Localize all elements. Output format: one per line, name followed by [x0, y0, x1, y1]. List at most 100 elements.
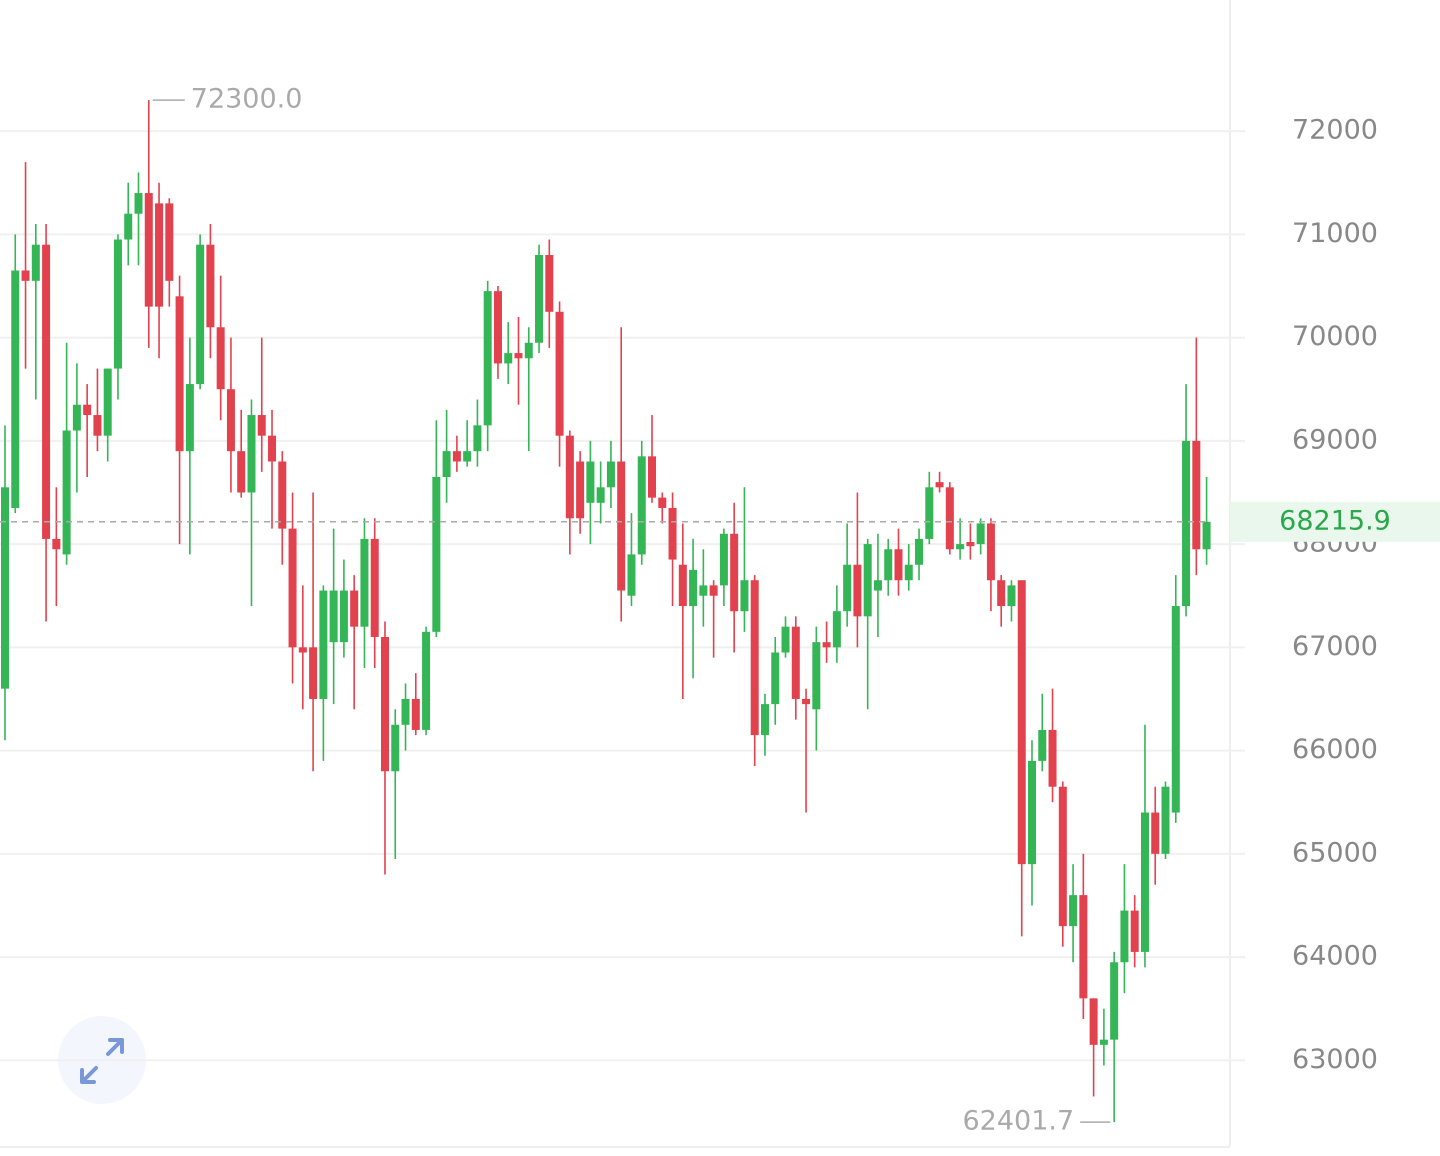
last-price-label: 68215.9 — [1279, 505, 1391, 536]
candle-body — [288, 528, 297, 648]
candle-body — [422, 631, 431, 730]
y-tick-label: 65000 — [1292, 837, 1378, 868]
candle-body — [873, 580, 882, 591]
candle-body — [442, 451, 451, 477]
y-tick-label: 66000 — [1292, 734, 1378, 765]
y-tick-label: 71000 — [1292, 218, 1378, 249]
candle-body — [411, 698, 420, 730]
candle-body — [350, 590, 359, 627]
candle-body — [72, 404, 81, 431]
candle-body — [997, 580, 1006, 607]
candle-body — [1130, 910, 1139, 952]
candle-body — [473, 425, 482, 452]
candle-body — [11, 270, 20, 508]
candle-body — [596, 487, 605, 503]
candle-body — [1151, 812, 1160, 854]
candle-body — [863, 544, 872, 617]
candle-body — [904, 564, 913, 581]
candle-body — [1120, 910, 1129, 963]
y-tick-label: 70000 — [1292, 321, 1378, 352]
candle-body — [155, 203, 164, 307]
candle-body — [1089, 998, 1098, 1045]
candle-body — [719, 533, 728, 586]
candle-body — [62, 430, 71, 555]
candle-body — [678, 564, 687, 607]
candle-body — [1202, 521, 1211, 550]
candle-body — [391, 724, 400, 772]
candle-body — [206, 244, 215, 328]
candle-body — [298, 647, 307, 653]
y-tick-label: 67000 — [1292, 631, 1378, 662]
candle-body — [750, 580, 759, 736]
candle-body — [956, 544, 965, 550]
candle-body — [134, 193, 143, 214]
candle-body — [1161, 786, 1170, 854]
candle-body — [268, 435, 277, 462]
candle-body — [802, 698, 811, 705]
candle-body — [21, 270, 30, 281]
candle-body — [370, 538, 379, 638]
candle-body — [945, 487, 954, 550]
candle-body — [709, 585, 718, 596]
candle-body — [329, 590, 338, 643]
candle-body — [555, 311, 564, 436]
candle-body — [524, 342, 533, 359]
candle-body — [1182, 440, 1191, 607]
candle-body — [565, 435, 574, 519]
candle-body — [771, 652, 780, 705]
y-tick-label: 63000 — [1292, 1044, 1378, 1075]
candle-body — [1192, 440, 1201, 550]
candle-body — [915, 538, 924, 565]
candle-body — [237, 451, 246, 493]
candle-body — [493, 291, 502, 364]
candle-body — [1110, 962, 1119, 1040]
candle-body — [760, 704, 769, 736]
candle-body — [103, 368, 112, 436]
candle-body — [1048, 729, 1057, 787]
candle-body — [1017, 580, 1026, 865]
candle-body — [124, 213, 133, 240]
candle-body — [689, 569, 698, 607]
y-tick-label: 64000 — [1292, 941, 1378, 972]
candle-body — [257, 415, 266, 436]
candle-body — [545, 255, 554, 312]
candle-body — [360, 538, 369, 627]
candle-body — [832, 611, 841, 648]
candle-body — [52, 538, 61, 550]
candle-body — [668, 507, 677, 560]
candle-body — [781, 626, 790, 653]
candle-body — [380, 637, 389, 772]
candle-body — [935, 482, 944, 488]
candle-body — [730, 533, 739, 612]
candle-body — [986, 523, 995, 581]
candle-body — [637, 456, 646, 555]
candle-body — [1058, 786, 1067, 927]
candle-body — [463, 451, 472, 462]
candle-body — [576, 461, 585, 519]
candle-body — [740, 580, 749, 612]
candle-body — [83, 404, 92, 416]
expand-icon[interactable] — [80, 1038, 124, 1084]
candle-body — [31, 244, 40, 281]
candle-body — [1099, 1039, 1108, 1045]
candle-body — [699, 585, 708, 596]
candle-body — [247, 415, 256, 493]
candle-body — [812, 642, 821, 710]
candle-body — [925, 487, 934, 539]
candle-body — [606, 461, 615, 488]
candle-body — [648, 456, 657, 498]
candle-body — [1171, 606, 1180, 813]
min-marker-label: 62401.7 — [963, 1106, 1075, 1137]
candle-body — [627, 554, 636, 596]
candle-body — [42, 244, 51, 539]
candle-body — [853, 564, 862, 617]
candle-body — [216, 327, 225, 390]
candle-body — [1069, 895, 1078, 927]
candle-body — [617, 461, 626, 591]
candle-body — [658, 497, 667, 508]
candle-body — [884, 549, 893, 581]
candle-body — [175, 296, 184, 452]
candle-body — [966, 542, 975, 547]
